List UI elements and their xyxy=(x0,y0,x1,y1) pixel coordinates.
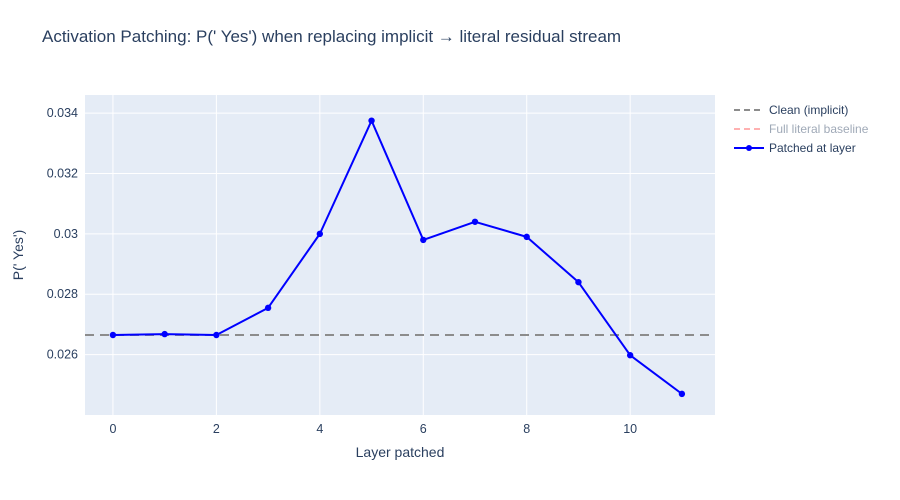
y-tick-label: 0.026 xyxy=(47,348,78,362)
data-point xyxy=(420,236,427,244)
chart-title: Activation Patching: P(' Yes') when repl… xyxy=(42,27,622,46)
legend-item-patched-at-layer[interactable]: Patched at layer xyxy=(734,138,868,157)
x-tick-label: 10 xyxy=(623,422,637,436)
data-point xyxy=(523,233,530,241)
legend-line-sample-icon xyxy=(734,144,764,151)
x-tick-label: 0 xyxy=(109,422,116,436)
x-tick-label: 4 xyxy=(316,422,323,436)
legend-label: Full literal baseline xyxy=(769,121,869,136)
x-axis-title: Layer patched xyxy=(355,444,445,460)
data-point xyxy=(213,331,220,339)
legend-item-full-literal-baseline[interactable]: Full literal baseline xyxy=(734,119,868,138)
y-axis-title: P(' Yes') xyxy=(10,229,26,281)
data-point xyxy=(575,278,582,286)
y-tick-label: 0.028 xyxy=(47,287,78,301)
y-tick-label: 0.032 xyxy=(47,166,78,180)
data-point xyxy=(316,230,324,238)
legend-line-sample-icon xyxy=(734,127,764,130)
data-point xyxy=(264,304,272,312)
x-tick-label: 8 xyxy=(523,422,530,436)
data-point xyxy=(626,352,634,359)
data-point xyxy=(109,331,117,339)
legend-label: Clean (implicit) xyxy=(769,102,849,117)
legend-item-clean-implicit[interactable]: Clean (implicit) xyxy=(734,100,868,119)
series-line xyxy=(112,119,683,395)
plot-background xyxy=(85,95,715,415)
y-tick-label: 0.03 xyxy=(54,227,78,241)
legend-label: Patched at layer xyxy=(769,140,856,155)
x-tick-label: 6 xyxy=(420,422,427,436)
legend-line-sample-icon xyxy=(734,108,764,111)
data-point xyxy=(678,390,686,398)
data-point xyxy=(161,330,168,338)
data-point xyxy=(368,117,375,124)
y-tick-label: 0.034 xyxy=(47,106,78,120)
data-point xyxy=(471,218,479,225)
legend: Clean (implicit) Full literal baseline Pat… xyxy=(734,100,868,157)
x-tick-label: 2 xyxy=(213,422,220,436)
